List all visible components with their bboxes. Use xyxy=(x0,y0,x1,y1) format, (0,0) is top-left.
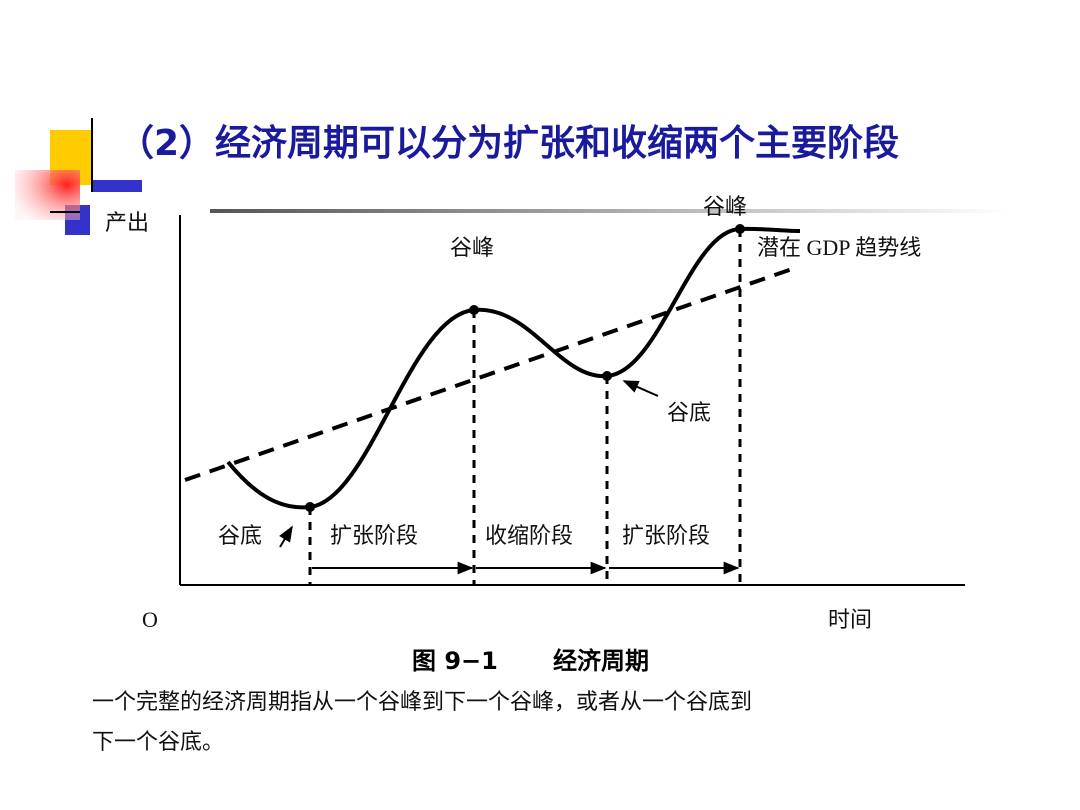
phase-label: 扩张阶段 xyxy=(330,523,418,548)
origin-label: O xyxy=(142,607,158,632)
phase-dividers xyxy=(308,229,742,585)
title: （2）经济周期可以分为扩张和收缩两个主要阶段 xyxy=(118,123,899,164)
phase-label: 收缩阶段 xyxy=(485,523,573,548)
trough-label: 谷底 xyxy=(218,523,262,548)
trough-label: 谷底 xyxy=(667,400,711,425)
peak-label: 谷峰 xyxy=(703,194,747,219)
figure-number: 图 9−1 xyxy=(412,647,498,675)
cycle-curve xyxy=(226,226,801,510)
x-axis-label: 时间 xyxy=(828,607,872,632)
arrows xyxy=(279,380,740,575)
diagram xyxy=(179,215,965,586)
decoration xyxy=(15,118,1010,235)
description-line: 下一个谷底。 xyxy=(92,729,224,754)
description-line: 一个完整的经济周期指从一个谷峰到下一个谷峰，或者从一个谷底到 xyxy=(92,689,752,714)
figure-title: 经济周期 xyxy=(553,647,649,675)
phase-label: 扩张阶段 xyxy=(622,523,710,548)
turning-points xyxy=(305,224,745,512)
trend-label: 潜在 GDP 趋势线 xyxy=(757,235,921,260)
peak-label: 谷峰 xyxy=(450,235,494,260)
y-axis-label: 产出 xyxy=(105,210,149,235)
trend-line xyxy=(184,266,796,482)
